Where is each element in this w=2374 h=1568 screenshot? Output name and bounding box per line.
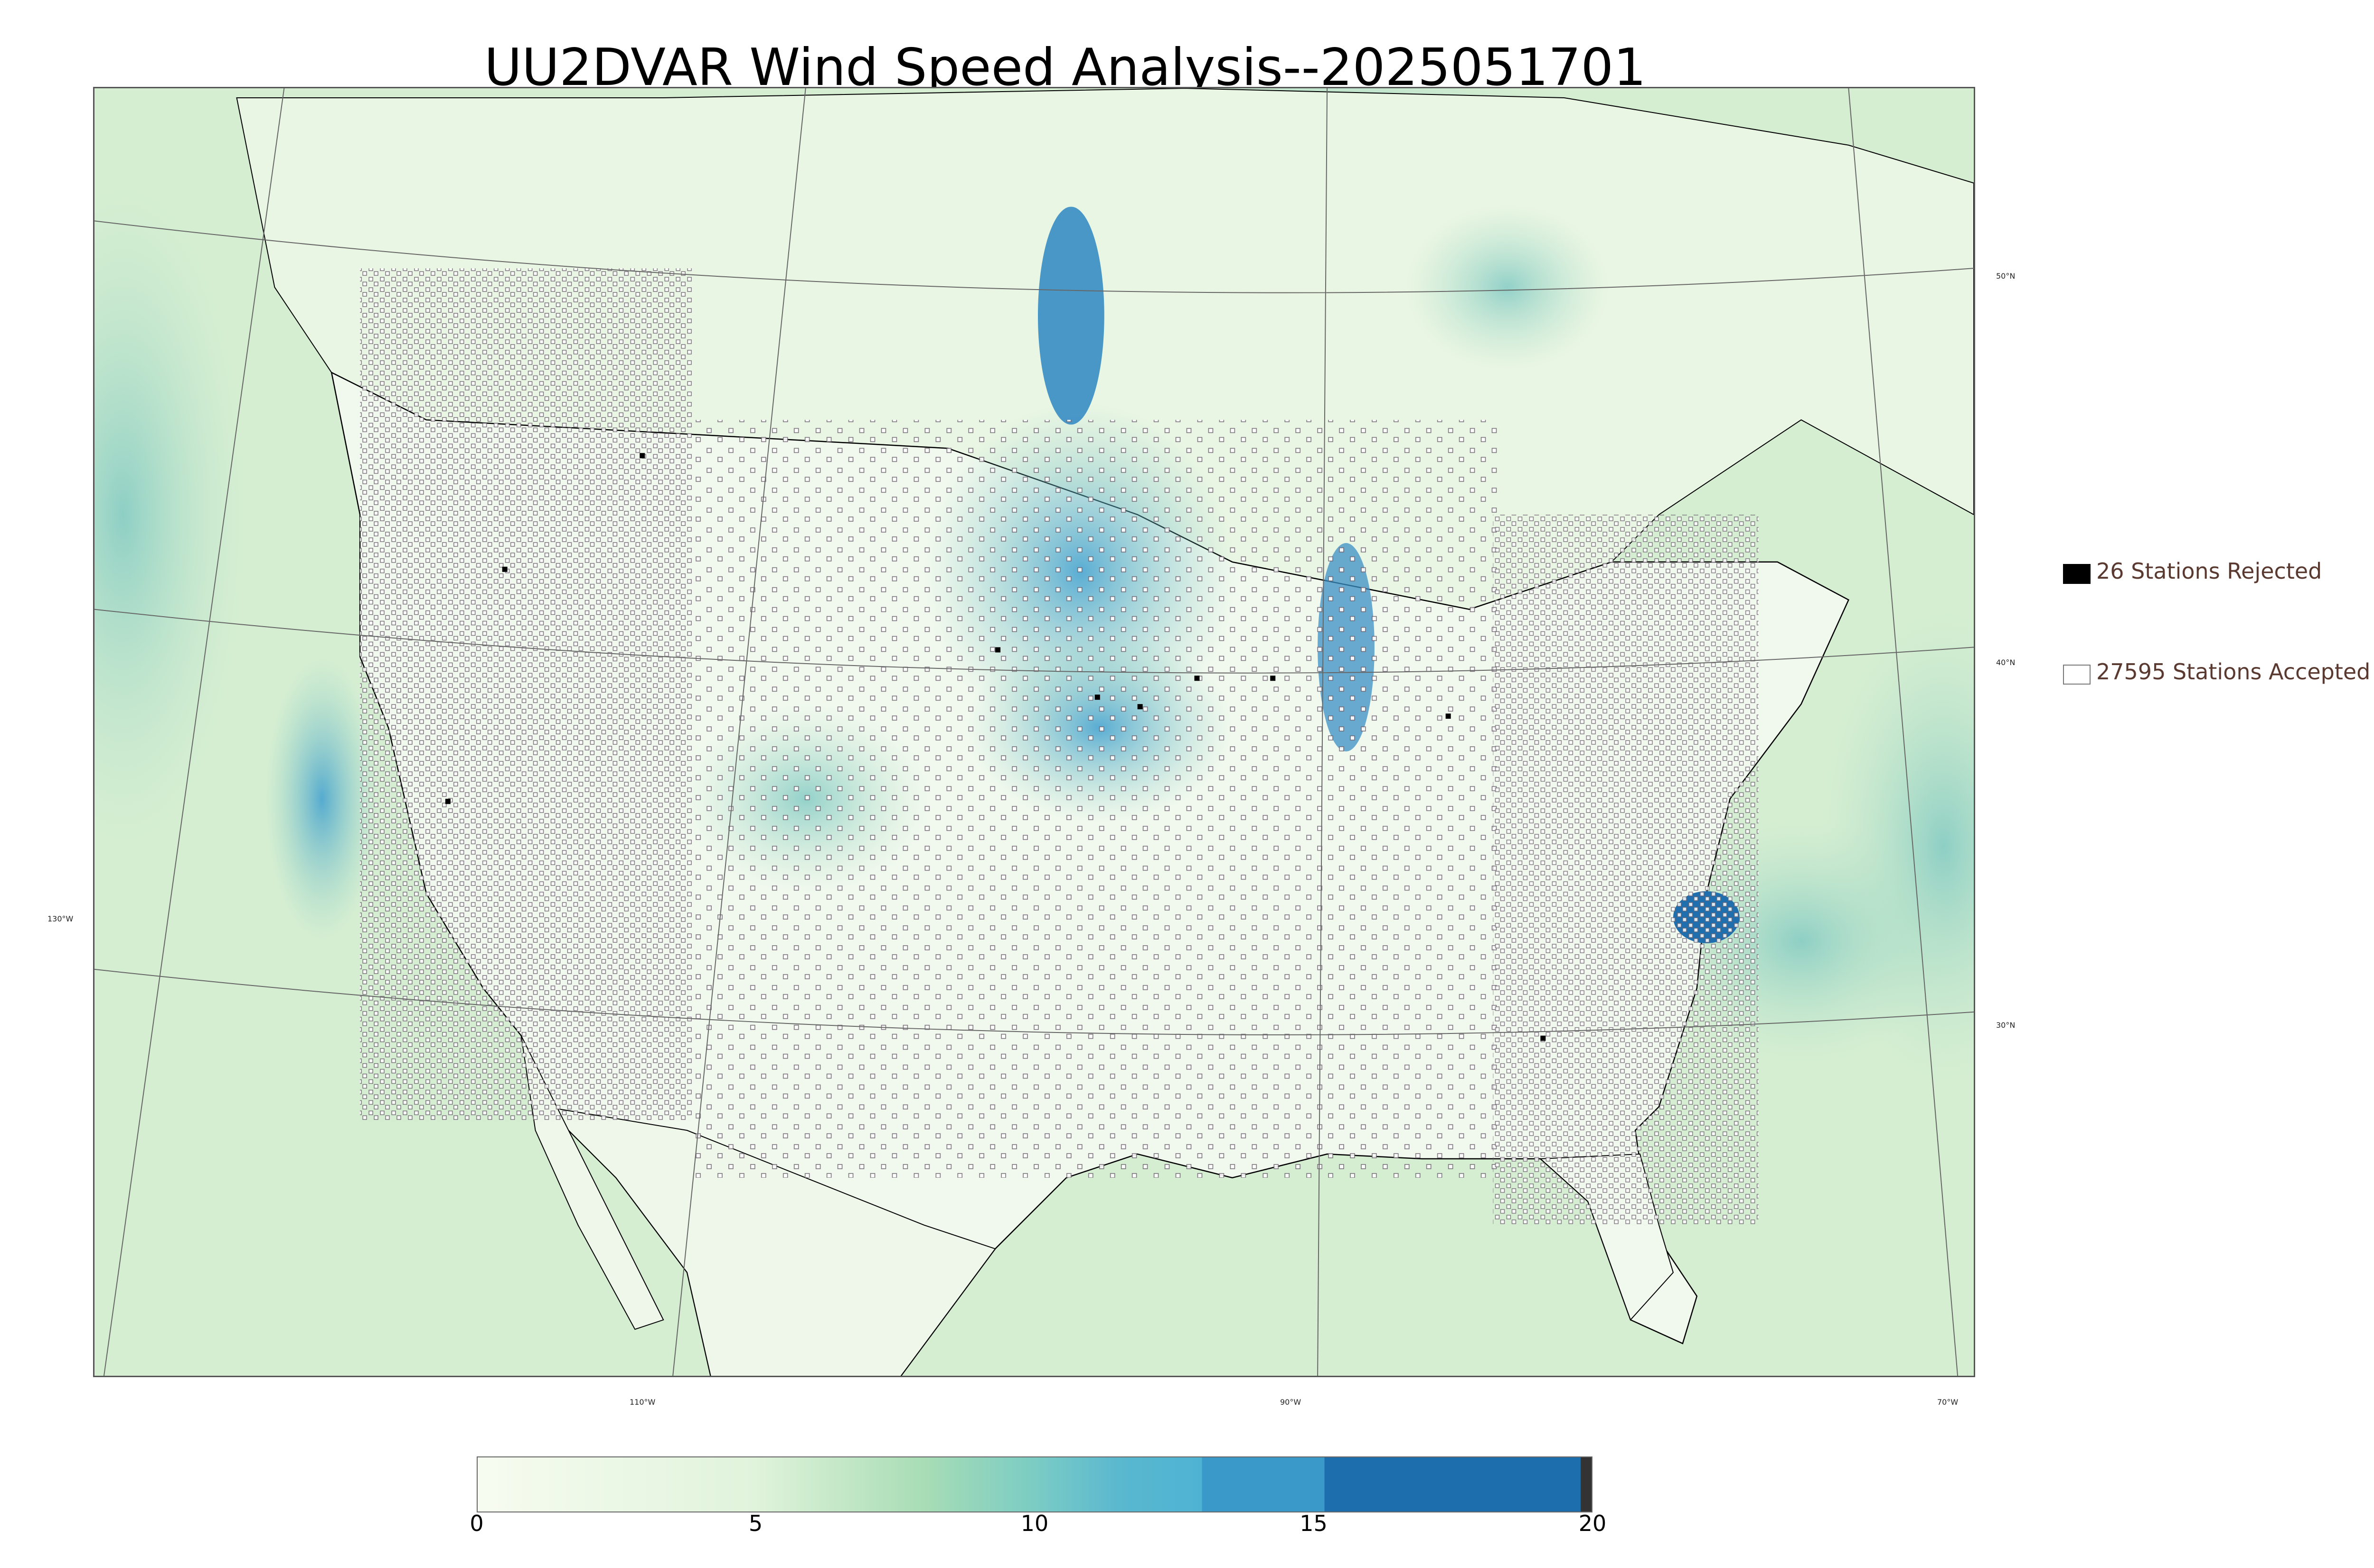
wind-max-lake-winnipeg: [1037, 207, 1104, 425]
colorbar-tick-20: 20: [1578, 1511, 1607, 1536]
rejected-swatch: [2063, 564, 2091, 584]
colorbar-tick-10: 10: [1020, 1511, 1049, 1536]
wind-speed-map: [93, 87, 1975, 1377]
stations-accepted-central: [692, 420, 1498, 1178]
stations-rejected: [445, 453, 1546, 1041]
lat-label-30n: 30°N: [1996, 1021, 2016, 1030]
legend-rejected-label: 26 Stations Rejected: [2096, 558, 2322, 584]
graticule: [94, 88, 1974, 1376]
legend-rejected: 26 Stations Rejected: [2063, 558, 2374, 587]
lon-label-130w: 130°W: [47, 914, 74, 923]
colorbar-tick-15: 15: [1300, 1511, 1328, 1536]
lat-label-50n: 50°N: [1996, 272, 2016, 281]
legend-accepted: 27595 Stations Accepted: [2063, 659, 2374, 687]
lon-label-70w: 70°W: [1937, 1398, 1959, 1407]
stations-accepted-east: [1493, 515, 1759, 1225]
lon-label-110w: 110°W: [630, 1398, 656, 1407]
wind-speed-colorbar: [477, 1456, 1592, 1512]
legend-accepted-label: 27595 Stations Accepted: [2096, 659, 2371, 685]
accepted-swatch: [2063, 665, 2091, 685]
lat-label-40n: 40°N: [1996, 658, 2016, 667]
stations-accepted-west: [360, 268, 692, 1121]
colorbar-tick-0: 0: [470, 1511, 484, 1536]
colorbar-tick-5: 5: [748, 1511, 763, 1536]
map-canvas: [94, 88, 1974, 1376]
lon-label-90w: 90°W: [1280, 1398, 1301, 1407]
